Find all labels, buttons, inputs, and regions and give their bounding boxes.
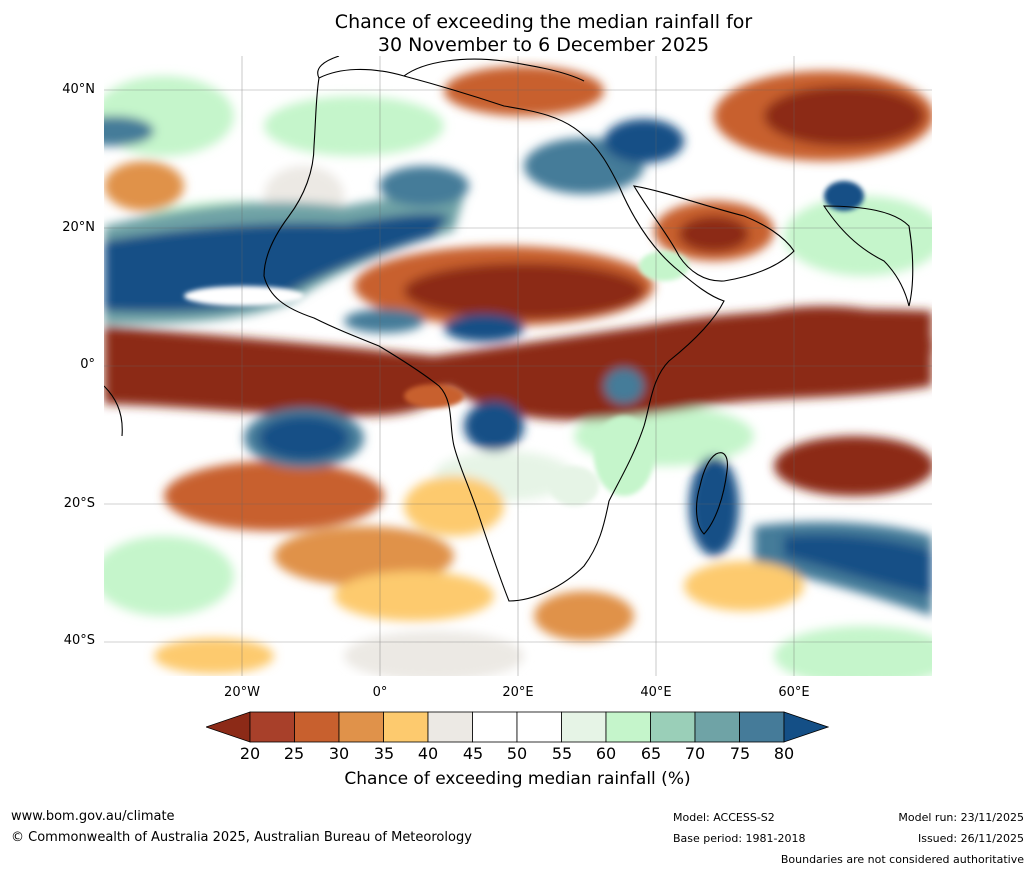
footer-website: www.bom.gov.au/climate [11,809,175,824]
colorbar [206,711,829,743]
colorbar-cell [561,711,607,743]
colorbar-cell [249,711,295,743]
map-canvas [104,56,932,676]
colorbar-cell [294,711,340,743]
lat-label-20n: 20°N [62,220,95,235]
colorbar-label: Chance of exceeding median rainfall (%) [0,769,1035,789]
colorbar-tick: 60 [595,744,617,763]
colorbar-tick: 75 [729,744,751,763]
footer-base-period: Base period: 1981-2018 [673,832,806,845]
colorbar-cell [605,711,651,743]
colorbar-tick: 30 [328,744,350,763]
colorbar-tick: 70 [684,744,706,763]
colorbar-high-extension [783,711,829,743]
colorbar-tick: 65 [640,744,662,763]
colorbar-cell [427,711,473,743]
chart-title-line-2: 30 November to 6 December 2025 [377,34,710,56]
colorbar-tick: 45 [462,744,484,763]
colorbar-tick: 20 [239,744,261,763]
colorbar-tick: 40 [417,744,439,763]
footer-issued: Issued: 26/11/2025 [917,832,1024,845]
colorbar-ticks: 20 25 30 35 40 45 50 55 60 65 70 75 80 [0,744,1035,764]
lat-label-40s: 40°S [63,633,95,648]
graticule [104,56,932,676]
lon-label-60e: 60°E [778,685,810,700]
lat-label-40n: 40°N [62,82,95,97]
colorbar-tick: 80 [773,744,795,763]
chart-title-line-1: Chance of exceeding the median rainfall … [334,11,753,33]
colorbar-cell [650,711,696,743]
coastlines [104,56,914,602]
colorbar-low-extension [206,711,251,743]
lon-label-40e: 40°E [640,685,672,700]
colorbar-label-text: Chance of exceeding median rainfall (%) [344,769,691,789]
footer-copyright: © Commonwealth of Australia 2025, Austra… [11,830,472,845]
footer-model: Model: ACCESS-S2 [673,811,775,824]
colorbar-tick: 25 [283,744,305,763]
colorbar-tick: 50 [506,744,528,763]
colorbar-tick: 35 [373,744,395,763]
colorbar-cell [338,711,384,743]
colorbar-cell [739,711,785,743]
colorbar-cell [383,711,429,743]
lat-label-20s: 20°S [63,496,95,511]
colorbar-cell [472,711,518,743]
colorbar-tick: 55 [551,744,573,763]
lon-label-0: 0° [372,685,388,700]
colorbar-cell [694,711,740,743]
colorbar-cell [516,711,562,743]
footer-model-run: Model run: 23/11/2025 [898,811,1024,824]
rainfall-probability-map [104,56,932,676]
lat-label-equator: 0° [80,357,95,372]
footer-disclaimer: Boundaries are not considered authoritat… [780,853,1024,866]
lon-label-20e: 20°E [502,685,534,700]
probability-detail [184,181,864,506]
lon-label-20w: 20°W [224,685,260,700]
